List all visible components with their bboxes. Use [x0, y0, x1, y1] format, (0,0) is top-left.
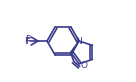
- Text: O: O: [81, 61, 88, 70]
- Text: F: F: [24, 36, 30, 46]
- Text: N: N: [76, 36, 82, 46]
- Text: F: F: [25, 37, 31, 46]
- Text: F: F: [25, 36, 31, 45]
